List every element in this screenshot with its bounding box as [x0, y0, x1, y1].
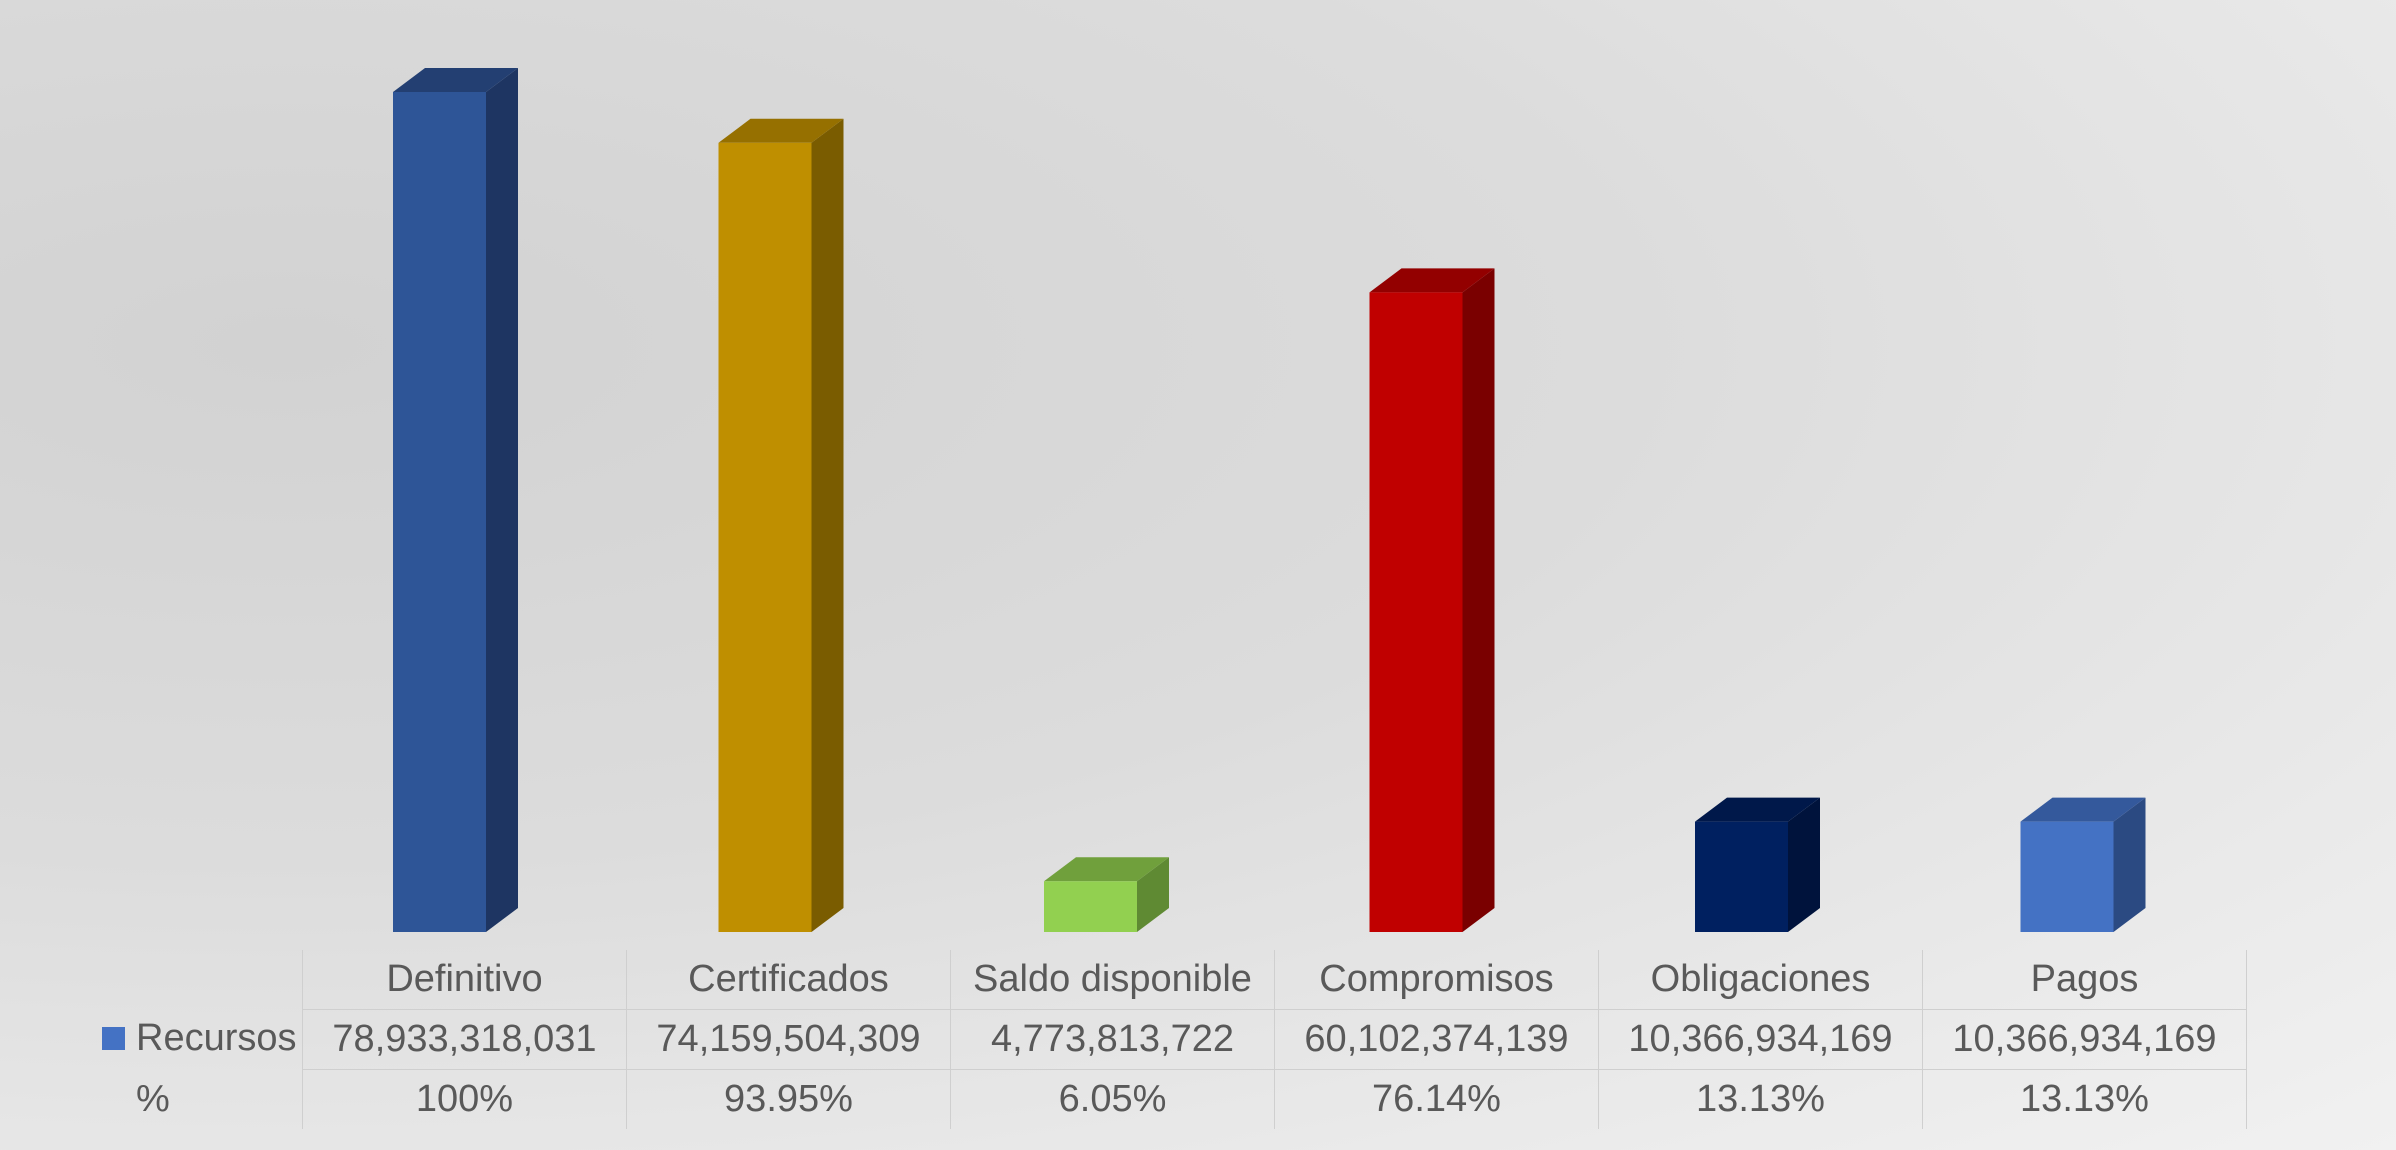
bar-top-definitivo	[393, 68, 518, 92]
bar-side-saldo-disponible	[1137, 857, 1169, 932]
bar-compromisos	[1369, 268, 1495, 932]
bar-front-compromisos	[1369, 292, 1463, 932]
bar-front-certificados	[718, 142, 812, 932]
category-header-obligaciones: Obligaciones	[1598, 950, 1923, 1010]
recursos-row: 78,933,318,031 74,159,504,309 4,773,813,…	[302, 1009, 2247, 1070]
recursos-value-certificados: 74,159,504,309	[626, 1009, 951, 1070]
bar-chart-3d	[393, 68, 2146, 932]
percent-value-certificados: 93.95%	[626, 1069, 951, 1129]
category-header-saldo-disponible: Saldo disponible	[950, 950, 1275, 1010]
bar-pagos	[2020, 797, 2146, 932]
percent-value-saldo-disponible: 6.05%	[950, 1069, 1275, 1129]
bar-certificados	[718, 118, 844, 932]
recursos-label-text: Recursos	[136, 1017, 297, 1059]
bar-side-compromisos	[1462, 268, 1495, 932]
bar-top-obligaciones	[1695, 797, 1820, 822]
bar-front-pagos	[2020, 821, 2114, 932]
chart-area	[393, 68, 2146, 932]
category-header-pagos: Pagos	[1922, 950, 2247, 1010]
percent-value-definitivo: 100%	[302, 1069, 627, 1129]
data-table: Definitivo Certificados Saldo disponible…	[302, 950, 2247, 1129]
recursos-value-definitivo: 78,933,318,031	[302, 1009, 627, 1070]
category-header-compromisos: Compromisos	[1274, 950, 1599, 1010]
bar-top-saldo-disponible	[1044, 857, 1169, 882]
bar-top-certificados	[718, 118, 844, 143]
bar-front-saldo-disponible	[1044, 881, 1137, 932]
recursos-value-saldo-disponible: 4,773,813,722	[950, 1009, 1275, 1070]
bar-front-definitivo	[393, 92, 486, 932]
bar-definitivo	[393, 68, 518, 932]
recursos-value-pagos: 10,366,934,169	[1922, 1009, 2247, 1070]
bar-obligaciones	[1695, 797, 1820, 932]
bar-side-pagos	[2113, 797, 2146, 932]
recursos-value-obligaciones: 10,366,934,169	[1598, 1009, 1923, 1070]
percent-row-label: %	[102, 1070, 170, 1129]
bar-side-obligaciones	[1788, 797, 1820, 932]
category-header-row: Definitivo Certificados Saldo disponible…	[302, 950, 2247, 1010]
bar-top-pagos	[2020, 797, 2146, 822]
bar-front-obligaciones	[1695, 821, 1788, 932]
percent-value-compromisos: 76.14%	[1274, 1069, 1599, 1129]
percent-value-pagos: 13.13%	[1922, 1069, 2247, 1129]
bar-side-certificados	[811, 118, 844, 932]
category-header-certificados: Certificados	[626, 950, 951, 1010]
bar-side-definitivo	[486, 68, 518, 932]
bar-saldo-disponible	[1044, 857, 1169, 932]
percent-row: 100% 93.95% 6.05% 76.14% 13.13% 13.13%	[302, 1069, 2247, 1129]
category-header-definitivo: Definitivo	[302, 950, 627, 1010]
legend-key-recursos	[102, 1027, 125, 1050]
recursos-row-label: Recursos	[102, 1009, 297, 1068]
recursos-value-compromisos: 60,102,374,139	[1274, 1009, 1599, 1070]
bar-top-compromisos	[1369, 268, 1495, 293]
percent-value-obligaciones: 13.13%	[1598, 1069, 1923, 1129]
percent-label-text: %	[136, 1078, 170, 1120]
